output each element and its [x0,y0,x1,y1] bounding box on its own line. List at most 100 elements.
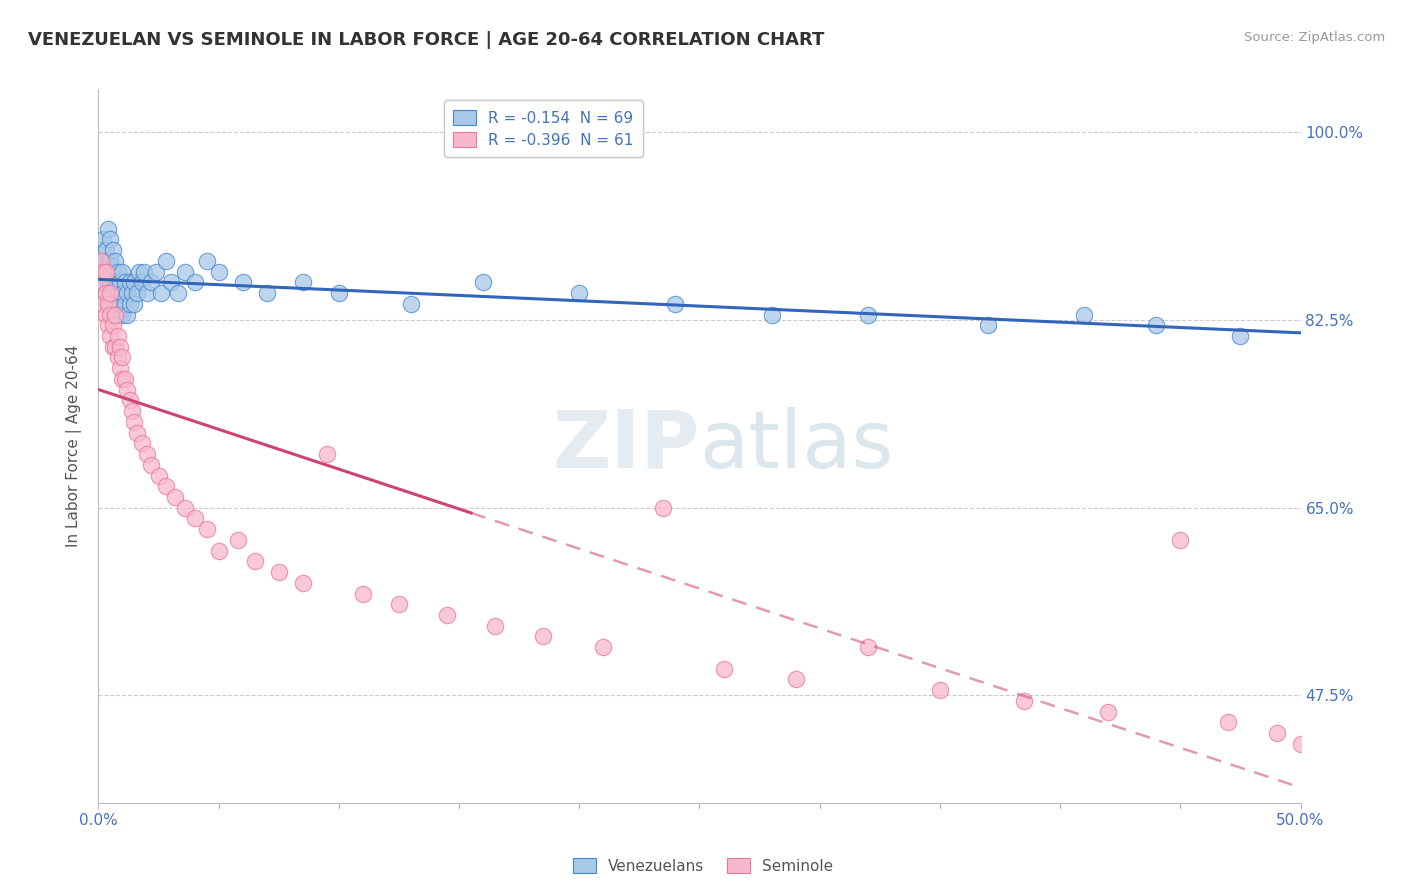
Point [111,265,134,279]
Point [107,329,129,343]
Point [388,597,411,611]
Point [118,393,141,408]
Point [104,253,127,268]
Point [713,662,735,676]
Point [856,308,879,322]
Point [90,253,112,268]
Point [91,232,114,246]
Point [195,522,218,536]
Point [91,297,114,311]
Point [928,683,950,698]
Point [484,619,506,633]
Point [94,265,117,279]
Point [108,297,131,311]
Point [531,630,554,644]
Point [90,265,112,279]
Y-axis label: In Labor Force | Age 20-64: In Labor Force | Age 20-64 [66,345,83,547]
Point [124,415,146,429]
Point [124,276,146,290]
Point [111,286,134,301]
Point [91,276,114,290]
Point [107,265,129,279]
Text: ZIP: ZIP [553,407,700,485]
Point [592,640,614,655]
Point [100,276,122,290]
Point [568,286,591,301]
Point [155,253,177,268]
Point [118,276,141,290]
Point [94,286,117,301]
Point [97,297,120,311]
Point [117,286,139,301]
Point [100,297,122,311]
Point [977,318,1000,333]
Point [97,276,120,290]
Point [208,265,231,279]
Point [111,372,134,386]
Point [132,265,155,279]
Point [91,253,114,268]
Point [101,340,124,354]
Point [100,286,122,301]
Point [97,221,120,235]
Point [101,243,124,257]
Point [399,297,422,311]
Point [101,286,124,301]
Point [97,253,120,268]
Point [100,253,122,268]
Point [1229,329,1251,343]
Point [226,533,249,547]
Point [101,308,124,322]
Point [135,286,157,301]
Point [761,308,783,322]
Point [155,479,177,493]
Point [436,607,458,622]
Point [183,276,205,290]
Point [104,308,127,322]
Point [111,308,134,322]
Point [267,565,290,579]
Legend: Venezuelans, Seminole: Venezuelans, Seminole [567,852,839,880]
Point [108,276,131,290]
Point [125,286,148,301]
Point [291,276,314,290]
Point [101,265,124,279]
Point [1073,308,1095,322]
Point [652,500,675,515]
Text: atlas: atlas [700,407,894,485]
Text: VENEZUELAN VS SEMINOLE IN LABOR FORCE | AGE 20-64 CORRELATION CHART: VENEZUELAN VS SEMINOLE IN LABOR FORCE | … [28,31,824,49]
Point [208,543,231,558]
Point [1218,715,1240,730]
Point [243,554,266,568]
Point [108,340,131,354]
Point [1012,694,1035,708]
Point [94,243,117,257]
Point [121,404,143,418]
Point [107,308,129,322]
Point [121,286,143,301]
Point [118,297,141,311]
Point [664,297,686,311]
Point [174,265,197,279]
Text: Source: ZipAtlas.com: Source: ZipAtlas.com [1244,31,1385,45]
Point [195,253,218,268]
Point [94,308,117,322]
Point [1289,737,1312,751]
Point [90,243,112,257]
Point [291,575,314,590]
Point [315,447,337,461]
Point [135,447,157,461]
Point [91,265,114,279]
Point [166,286,188,301]
Point [174,500,197,515]
Point [97,297,120,311]
Point [117,383,139,397]
Point [785,673,807,687]
Point [104,276,127,290]
Point [117,308,139,322]
Point [104,297,127,311]
Point [114,297,136,311]
Point [256,286,278,301]
Point [148,468,170,483]
Point [856,640,879,655]
